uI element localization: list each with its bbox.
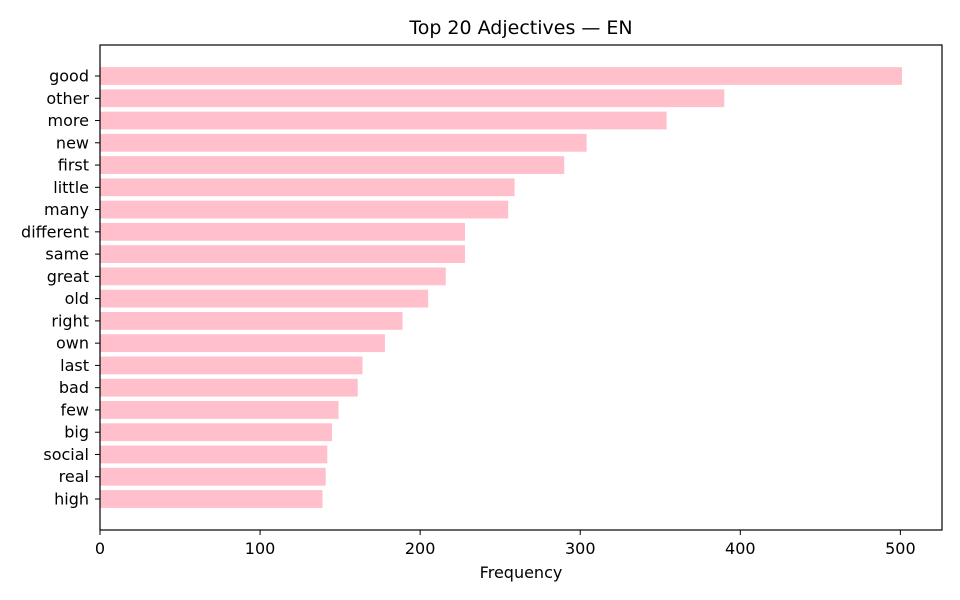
y-tick-label: great bbox=[47, 267, 89, 286]
bar-real bbox=[100, 467, 326, 486]
bars-layer bbox=[100, 67, 902, 508]
y-tick-label: last bbox=[60, 356, 89, 375]
x-tick-label: 400 bbox=[725, 539, 756, 558]
bar-bad bbox=[100, 378, 358, 397]
bar-good bbox=[100, 67, 902, 85]
x-tick-label: 200 bbox=[405, 539, 436, 558]
plot-frame bbox=[99, 44, 943, 531]
y-tick-label: more bbox=[48, 111, 89, 130]
bar-different bbox=[100, 222, 465, 241]
x-tick-label: 300 bbox=[565, 539, 596, 558]
bar-many bbox=[100, 200, 509, 219]
bar-social bbox=[100, 445, 328, 464]
bar-few bbox=[100, 401, 339, 419]
y-tick-label: bad bbox=[59, 378, 89, 397]
y-tick-label: few bbox=[60, 400, 89, 419]
y-tick-label: high bbox=[54, 490, 89, 509]
y-tick-label: other bbox=[46, 89, 89, 108]
bar-great bbox=[100, 267, 446, 286]
y-tick-label: good bbox=[49, 67, 89, 86]
bar-old bbox=[100, 289, 429, 308]
y-axis: good other more new first little many different… bbox=[21, 67, 100, 509]
bar-first bbox=[100, 156, 565, 174]
y-tick-label: many bbox=[44, 200, 89, 219]
y-tick-label: old bbox=[65, 289, 89, 308]
bar-last bbox=[100, 356, 363, 375]
bar-other bbox=[100, 89, 725, 108]
y-tick-label: different bbox=[21, 222, 89, 241]
y-tick-label: big bbox=[64, 423, 89, 442]
bar-big bbox=[100, 423, 333, 442]
y-tick-label: social bbox=[43, 445, 89, 464]
y-tick-label: new bbox=[56, 133, 89, 152]
bar-new bbox=[100, 133, 587, 152]
y-tick-label: little bbox=[53, 178, 89, 197]
y-tick-label: real bbox=[59, 467, 89, 486]
bar-same bbox=[100, 245, 465, 264]
y-tick-label: first bbox=[58, 156, 89, 175]
bar-little bbox=[100, 178, 515, 197]
y-tick-label: right bbox=[51, 311, 89, 330]
x-tick-label: 0 bbox=[95, 539, 105, 558]
x-axis: 0 100 200 300 400 500 bbox=[95, 530, 916, 558]
bar-high bbox=[100, 490, 323, 508]
y-tick-label: same bbox=[45, 245, 89, 264]
x-tick-label: 500 bbox=[885, 539, 916, 558]
bar-own bbox=[100, 334, 385, 353]
bar-right bbox=[100, 311, 403, 330]
x-axis-label: Frequency bbox=[480, 563, 563, 582]
bar-more bbox=[100, 111, 667, 130]
y-tick-label: own bbox=[56, 334, 89, 353]
chart-title: Top 20 Adjectives — EN bbox=[408, 17, 632, 39]
x-tick-label: 100 bbox=[245, 539, 276, 558]
